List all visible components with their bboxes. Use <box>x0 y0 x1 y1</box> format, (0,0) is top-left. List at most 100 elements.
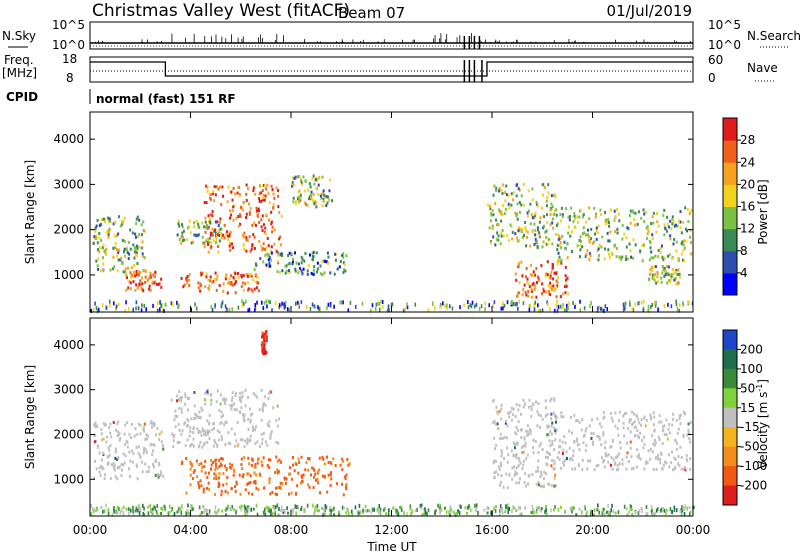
scatter-cell <box>512 505 515 510</box>
scatter-cell <box>207 278 210 282</box>
scatter-cell <box>573 214 576 218</box>
scatter-cell <box>230 404 233 408</box>
scatter-cell <box>538 234 541 238</box>
scatter-cell <box>211 209 214 213</box>
scatter-cell <box>469 508 472 513</box>
scatter-cell <box>634 211 637 215</box>
scatter-cell <box>144 447 147 451</box>
scatter-cell <box>590 509 592 514</box>
scatter-cell <box>446 305 448 310</box>
power-colorbar-swatch <box>723 118 737 141</box>
scatter-cell <box>234 394 237 398</box>
scatter-cell <box>238 215 241 219</box>
scatter-cell <box>598 422 601 426</box>
scatter-cell <box>560 466 563 470</box>
scatter-cell <box>229 216 232 220</box>
scatter-cell <box>497 427 500 431</box>
scatter-cell <box>153 281 156 285</box>
scatter-cell <box>254 463 257 467</box>
scatter-cell <box>439 503 442 508</box>
scatter-cell <box>549 444 552 448</box>
scatter-cell <box>331 199 334 203</box>
scatter-cell <box>516 212 519 216</box>
scatter-cell <box>138 282 141 286</box>
scatter-cell <box>562 303 564 308</box>
scatter-cell <box>634 223 637 227</box>
scatter-cell <box>189 473 192 477</box>
scatter-cell <box>604 454 607 458</box>
scatter-cell <box>254 481 257 485</box>
scatter-cell <box>590 436 593 440</box>
scatter-cell <box>665 265 668 269</box>
scatter-cell <box>686 433 689 437</box>
x-tick-label: 20:00 <box>575 523 610 537</box>
scatter-cell <box>666 272 669 276</box>
scatter-cell <box>117 430 120 434</box>
scatter-cell <box>222 194 225 198</box>
scatter-cell <box>193 468 196 472</box>
scatter-cell <box>90 512 93 516</box>
scatter-cell <box>118 506 120 511</box>
scatter-cell <box>114 246 117 250</box>
scatter-cell <box>523 450 526 454</box>
scatter-cell <box>610 251 613 255</box>
scatter-cell <box>597 224 600 228</box>
scatter-cell <box>94 425 97 429</box>
scatter-cell <box>494 459 497 463</box>
scatter-cell <box>95 439 98 443</box>
scatter-cell <box>257 487 260 491</box>
scatter-cell <box>520 512 523 517</box>
scatter-cell <box>494 422 497 426</box>
scatter-cell <box>653 429 656 433</box>
scatter-cell <box>647 449 650 453</box>
scatter-cell <box>543 185 546 189</box>
scatter-cell <box>549 223 552 227</box>
scatter-cell <box>95 506 98 510</box>
scatter-cell <box>135 506 138 511</box>
scatter-cell <box>446 303 448 308</box>
scatter-cell <box>97 257 100 261</box>
scatter-cell <box>260 300 263 305</box>
scatter-cell <box>618 419 621 423</box>
scatter-cell <box>115 304 118 309</box>
scatter-cell <box>689 421 692 425</box>
scatter-cell <box>120 474 123 478</box>
scatter-cell <box>575 419 578 423</box>
scatter-cell <box>651 237 654 241</box>
scatter-cell <box>178 390 181 394</box>
scatter-cell <box>203 464 206 468</box>
scatter-cell <box>634 302 637 307</box>
scatter-cell <box>526 277 529 281</box>
scatter-cell <box>241 391 244 395</box>
scatter-cell <box>581 245 584 249</box>
scatter-cell <box>176 394 179 398</box>
scatter-cell <box>378 307 381 312</box>
scatter-cell <box>160 430 163 434</box>
scatter-cell <box>684 468 687 472</box>
scatter-cell <box>98 250 101 254</box>
scatter-cell <box>151 449 154 453</box>
scatter-cell <box>530 289 533 293</box>
scatter-cell <box>214 193 217 197</box>
scatter-cell <box>600 212 603 216</box>
scatter-cell <box>685 457 688 461</box>
scatter-cell <box>311 251 314 255</box>
scatter-cell <box>206 390 209 394</box>
scatter-cell <box>342 252 345 256</box>
scatter-cell <box>200 273 203 277</box>
scatter-cell <box>554 431 557 435</box>
scatter-cell <box>511 230 514 234</box>
scatter-cell <box>178 428 181 432</box>
scatter-cell <box>137 422 140 426</box>
scatter-cell <box>138 511 141 516</box>
scatter-cell <box>541 282 544 286</box>
scatter-cell <box>558 255 561 259</box>
scatter-cell <box>255 209 258 213</box>
scatter-cell <box>135 217 138 221</box>
scatter-cell <box>626 451 629 455</box>
freq-line <box>90 61 693 77</box>
scatter-cell <box>316 503 319 508</box>
scatter-cell <box>264 184 267 188</box>
scatter-cell <box>265 351 268 355</box>
scatter-cell <box>563 435 566 439</box>
